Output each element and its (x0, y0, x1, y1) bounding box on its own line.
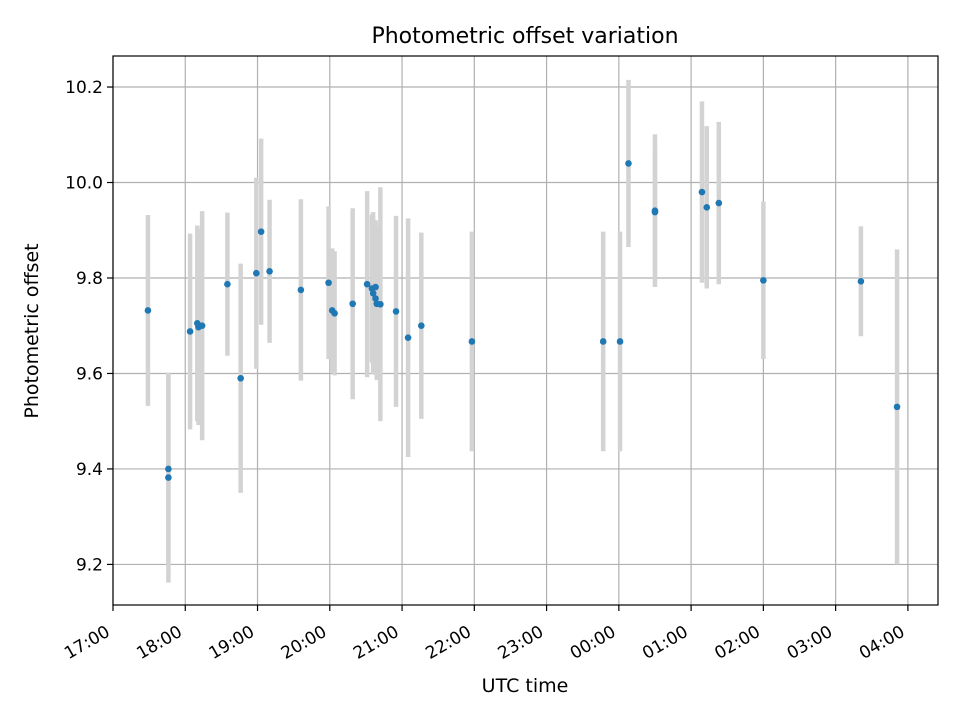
data-point (224, 280, 231, 288)
y-tick-label: 10.0 (65, 174, 103, 194)
y-axis-label: Photometric offset (21, 243, 43, 418)
data-point (237, 374, 244, 382)
data-point (418, 322, 425, 330)
y-axis-ticks: 9.2 9.4 9.6 9.8 10.0 10.2 (65, 78, 113, 575)
data-point (857, 278, 865, 285)
y-tick-label: 9.4 (76, 460, 103, 480)
data-point (297, 286, 305, 294)
x-tick-label: 03:00 (784, 622, 836, 664)
data-point (616, 338, 624, 345)
data-point (599, 338, 607, 345)
data-point (651, 208, 659, 216)
x-tick-label: 21:00 (350, 622, 402, 664)
data-point (760, 277, 767, 284)
x-tick-label: 01:00 (639, 622, 691, 664)
data-point (698, 188, 706, 196)
data-point (377, 300, 384, 308)
data-point (372, 283, 379, 291)
data-point (165, 474, 172, 481)
data-point (165, 465, 172, 473)
data-points (144, 160, 901, 481)
chart-title: Photometric offset variation (371, 24, 678, 49)
y-tick-label: 9.2 (76, 555, 103, 575)
data-point (625, 160, 632, 167)
x-axis-label: UTC time (482, 675, 569, 697)
x-tick-label: 18:00 (133, 622, 185, 664)
grid-lines (112, 56, 938, 605)
data-point (363, 280, 371, 288)
data-point (369, 289, 377, 297)
data-point (404, 334, 412, 341)
data-point (266, 268, 273, 275)
x-axis-ticks: 17:00 18:00 19:00 20:00 21:00 22:00 23:00 00:00… (61, 605, 909, 664)
data-point (893, 403, 901, 411)
data-point (468, 338, 476, 345)
x-tick-label: 17:00 (61, 622, 113, 664)
y-tick-label: 10.2 (65, 78, 103, 98)
data-point (392, 308, 400, 315)
data-point (349, 300, 356, 308)
x-tick-label: 02:00 (711, 622, 763, 664)
x-tick-label: 22:00 (422, 622, 474, 664)
x-tick-label: 04:00 (856, 622, 908, 664)
data-point (703, 204, 711, 211)
x-tick-label: 00:00 (567, 622, 619, 664)
y-tick-label: 9.6 (76, 364, 103, 384)
data-point (331, 310, 338, 317)
error-bars (145, 79, 900, 583)
data-point (325, 279, 332, 287)
data-point (257, 228, 265, 235)
x-tick-label: 20:00 (278, 622, 330, 664)
data-point (144, 307, 152, 314)
data-point (253, 269, 260, 277)
data-point (198, 322, 206, 330)
data-point (715, 199, 723, 207)
data-point (186, 328, 194, 335)
x-tick-label: 19:00 (206, 622, 258, 664)
data-point (372, 295, 379, 302)
y-tick-label: 9.8 (76, 269, 103, 289)
x-tick-label: 23:00 (495, 622, 547, 664)
plot-frame (112, 55, 939, 606)
